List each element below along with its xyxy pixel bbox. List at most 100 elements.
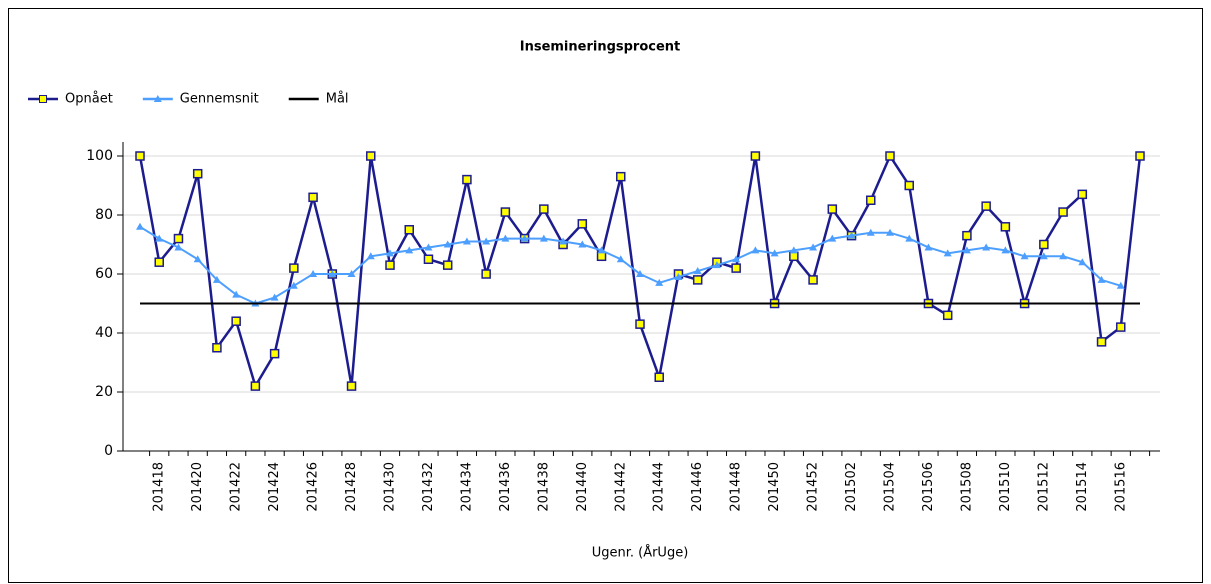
- point: [655, 278, 664, 286]
- point: [962, 230, 972, 241]
- point: [346, 381, 357, 391]
- point: [1058, 207, 1068, 217]
- point: [616, 255, 625, 263]
- point: [847, 231, 856, 239]
- point: [328, 270, 337, 277]
- legend-marker: [153, 95, 162, 102]
- point: [751, 246, 760, 254]
- point: [1078, 258, 1087, 266]
- point: [827, 204, 838, 214]
- point: [1077, 189, 1088, 200]
- point: [501, 234, 510, 242]
- point: [1116, 322, 1126, 332]
- x-tick-label: 201512: [1036, 462, 1051, 512]
- x-tick-label: 201422: [229, 462, 244, 512]
- point: [866, 228, 875, 236]
- point: [539, 204, 549, 214]
- x-tick-label: 201428: [344, 462, 359, 512]
- point: [578, 240, 587, 248]
- point: [442, 260, 453, 270]
- point: [885, 151, 895, 161]
- point: [577, 219, 588, 229]
- y-tick-label: 20: [95, 384, 113, 400]
- point: [212, 275, 221, 283]
- point: [750, 151, 761, 161]
- x-tick-label: 201452: [806, 462, 821, 512]
- y-tick-label: 0: [104, 443, 113, 459]
- point: [154, 257, 164, 267]
- point: [539, 234, 548, 242]
- point: [924, 243, 933, 251]
- point: [269, 348, 280, 359]
- x-tick-label: 201442: [613, 462, 628, 512]
- point: [520, 234, 529, 242]
- point: [289, 263, 299, 273]
- legend-label: Opnået: [65, 92, 113, 107]
- x-tick-label: 201446: [690, 462, 705, 512]
- point: [674, 272, 683, 280]
- point: [636, 270, 644, 277]
- point: [1097, 275, 1106, 283]
- y-tick-label: 100: [86, 148, 113, 164]
- legend-marker: [39, 95, 47, 103]
- point: [712, 261, 721, 269]
- legend-label: Mål: [326, 92, 349, 107]
- point: [962, 246, 971, 254]
- point: [770, 249, 779, 257]
- frame: [8, 8, 1203, 583]
- y-tick-label: 60: [95, 266, 113, 282]
- point: [270, 293, 279, 301]
- point: [866, 195, 876, 205]
- y-tick-label: 80: [95, 207, 113, 223]
- point: [385, 260, 395, 270]
- x-tick-label: 201426: [306, 462, 321, 512]
- point: [654, 372, 664, 382]
- point: [1059, 252, 1068, 260]
- point: [309, 270, 318, 277]
- point: [559, 237, 568, 245]
- point: [443, 240, 452, 248]
- point: [347, 270, 356, 277]
- point: [500, 207, 511, 217]
- point: [366, 252, 375, 260]
- point: [212, 343, 222, 353]
- point: [462, 174, 472, 185]
- point: [789, 251, 799, 262]
- x-tick-label: 201432: [421, 462, 436, 512]
- point: [174, 243, 183, 251]
- x-tick-label: 201514: [1075, 462, 1090, 512]
- point: [616, 171, 626, 182]
- point: [942, 310, 953, 321]
- point: [731, 263, 741, 273]
- point: [405, 246, 414, 254]
- point: [597, 246, 606, 254]
- x-tick-label: 201502: [844, 462, 859, 512]
- point: [289, 281, 298, 289]
- point: [1001, 246, 1010, 254]
- point: [135, 151, 145, 161]
- point: [943, 249, 952, 257]
- x-tick-label: 201440: [575, 462, 590, 512]
- x-tick-label: 201516: [1113, 462, 1128, 512]
- point: [155, 234, 164, 242]
- x-tick-label: 201510: [998, 462, 1013, 512]
- point: [732, 255, 741, 263]
- x-tick-label: 201420: [190, 462, 205, 512]
- point: [386, 249, 394, 257]
- point: [1000, 222, 1011, 232]
- point: [136, 222, 144, 230]
- point: [789, 246, 798, 254]
- point: [193, 255, 202, 263]
- point: [231, 316, 241, 326]
- chart-title: Insemineringsprocent: [520, 40, 681, 55]
- point: [462, 237, 471, 245]
- y-tick-label: 40: [95, 325, 113, 341]
- x-tick-label: 201508: [959, 462, 974, 512]
- point: [596, 251, 607, 262]
- point: [423, 254, 434, 264]
- legend-label: Gennemsnit: [180, 92, 259, 107]
- point: [1039, 239, 1049, 250]
- x-tick-label: 201438: [536, 462, 551, 512]
